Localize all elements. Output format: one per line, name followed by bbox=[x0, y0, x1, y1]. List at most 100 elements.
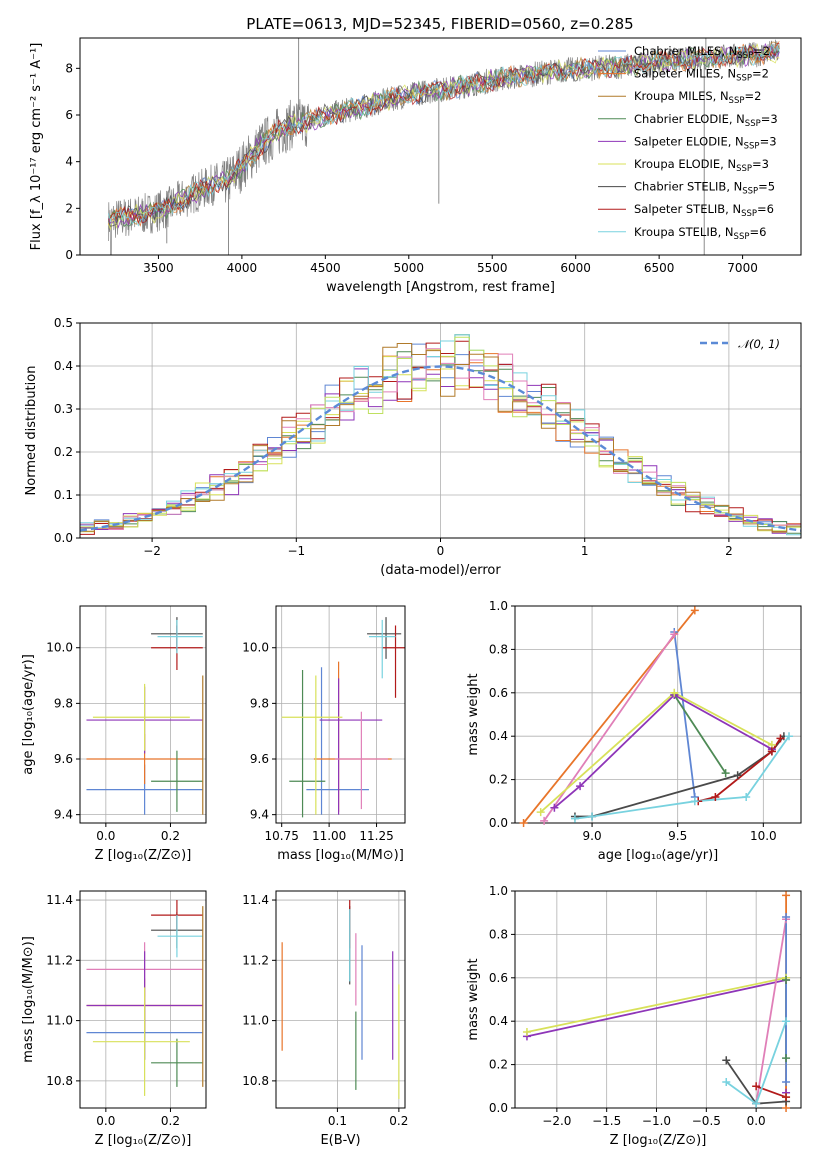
legend-tail: =3 bbox=[761, 112, 778, 126]
y-tick-label: 0 bbox=[65, 248, 73, 262]
model-line-darkgray bbox=[108, 43, 780, 227]
x-tick-label: 5500 bbox=[477, 261, 508, 275]
x-tick-label: 7000 bbox=[727, 261, 758, 275]
marker-orange bbox=[690, 606, 699, 615]
legend-entry: Chabrier MILES, NSSP=2 bbox=[634, 44, 770, 61]
marker-blue bbox=[782, 1077, 791, 1086]
y-tick-label: 10.8 bbox=[46, 1074, 73, 1088]
marker-cyan bbox=[690, 797, 699, 806]
y-axis-label: mass weight bbox=[466, 958, 481, 1040]
marker-cyan bbox=[570, 814, 579, 823]
legend-entry: Chabrier ELODIE, NSSP=3 bbox=[634, 112, 778, 129]
marker-cyan bbox=[722, 1077, 731, 1086]
x-tick-label: 1 bbox=[581, 544, 589, 558]
x-tick-label: 10.75 bbox=[265, 829, 299, 843]
marker-yellow bbox=[670, 688, 679, 697]
y-tick-label: 0.6 bbox=[489, 971, 508, 985]
y-tick-label: 0.3 bbox=[54, 402, 73, 416]
legend-subscript: SSP bbox=[742, 187, 758, 197]
model-line-brown bbox=[108, 41, 780, 226]
x-tick-label: −1.0 bbox=[642, 1114, 671, 1128]
figure-title: PLATE=0613, MJD=52345, FIBERID=0560, z=0… bbox=[246, 15, 633, 33]
x-tick-label: 0.1 bbox=[328, 1114, 347, 1128]
marker-darkgray bbox=[722, 1056, 731, 1065]
y-tick-label: 11.2 bbox=[242, 953, 269, 967]
legend-tail: =6 bbox=[757, 202, 774, 216]
legend-tail: =3 bbox=[760, 134, 777, 148]
x-axis-label: Z [log₁₀(Z/Z⊙)] bbox=[95, 848, 192, 863]
y-tick-label: 9.8 bbox=[250, 696, 269, 710]
y-axis-label: mass weight bbox=[466, 673, 481, 755]
model-line-yellow bbox=[108, 43, 780, 231]
marker-pink bbox=[670, 630, 679, 639]
x-tick-label: −1.5 bbox=[592, 1114, 621, 1128]
legend-label: Salpeter MILES, N bbox=[634, 67, 736, 81]
legend-label: Salpeter STELIB, N bbox=[634, 202, 741, 216]
mass-vs-age-plot-area bbox=[281, 617, 405, 818]
legend-subscript: SSP bbox=[745, 119, 761, 129]
legend-tail: =5 bbox=[758, 180, 775, 194]
z-vs-weight-grid bbox=[515, 890, 801, 1109]
legend-tail: =2 bbox=[753, 44, 770, 58]
weight-line-green bbox=[673, 694, 727, 774]
legend-entry: Kroupa ELODIE, NSSP=3 bbox=[634, 157, 769, 174]
y-tick-label: 11.0 bbox=[46, 1014, 73, 1028]
weight-line-pink bbox=[755, 919, 787, 1104]
x-axis-label: (data-model)/error bbox=[380, 563, 501, 578]
model-line-purple bbox=[108, 42, 780, 229]
y-axis-label: Flux [f_λ 10⁻¹⁷ erg cm⁻² s⁻¹ A⁻¹] bbox=[29, 43, 44, 251]
x-tick-label: −2 bbox=[143, 544, 161, 558]
y-tick-label: 0.6 bbox=[489, 686, 508, 700]
model-line-cyan bbox=[108, 43, 780, 227]
legend-label: Chabrier ELODIE, N bbox=[634, 112, 745, 126]
legend-subscript: SSP bbox=[729, 96, 745, 106]
x-axis-label: wavelength [Angstrom, rest frame] bbox=[326, 280, 555, 295]
y-tick-label: 1.0 bbox=[489, 599, 508, 613]
marker-pink bbox=[540, 816, 549, 825]
y-tick-label: 0.8 bbox=[489, 642, 508, 656]
x-tick-label: −1 bbox=[287, 544, 305, 558]
y-tick-label: 8 bbox=[65, 61, 73, 75]
legend-tail: =6 bbox=[749, 225, 766, 239]
x-axis-label: Z [log₁₀(Z/Z⊙)] bbox=[610, 1133, 707, 1148]
marker-red bbox=[752, 1082, 761, 1091]
marker-orange bbox=[782, 891, 791, 900]
marker-cyan bbox=[782, 1017, 791, 1026]
y-tick-label: 0.4 bbox=[489, 1014, 508, 1028]
residuals-plot-area bbox=[80, 334, 801, 536]
y-tick-label: 10.8 bbox=[242, 1074, 269, 1088]
y-tick-label: 9.6 bbox=[250, 752, 269, 766]
weight-line-blue bbox=[673, 631, 696, 798]
marker-darkgray bbox=[733, 771, 742, 780]
legend-entry: Kroupa STELIB, NSSP=6 bbox=[634, 225, 766, 242]
y-tick-label: 10.0 bbox=[242, 641, 269, 655]
y-axis-label: mass [log₁₀(M/M⊙)] bbox=[21, 936, 36, 1063]
weight-line-red bbox=[697, 737, 782, 803]
legend-label: Kroupa MILES, N bbox=[634, 89, 729, 103]
y-tick-label: 0.0 bbox=[54, 531, 73, 545]
normal-curve bbox=[80, 365, 801, 532]
marker-cyan bbox=[742, 792, 751, 801]
x-axis-label: E(B-V) bbox=[320, 1133, 360, 1148]
marker-cyan bbox=[752, 1099, 761, 1108]
marker-yellow bbox=[522, 1028, 531, 1037]
y-tick-label: 10.0 bbox=[46, 641, 73, 655]
legend-entry: Kroupa MILES, NSSP=2 bbox=[634, 89, 761, 106]
legend-label: Chabrier MILES, N bbox=[634, 44, 737, 58]
mass-vs-age-frame bbox=[275, 605, 406, 824]
legend-subscript: SSP bbox=[744, 141, 760, 151]
legend-tail: =3 bbox=[752, 157, 769, 171]
legend-subscript: SSP bbox=[736, 164, 752, 174]
x-tick-label: 9.5 bbox=[668, 829, 687, 843]
x-axis-label: age [log₁₀(age/yr)] bbox=[598, 848, 719, 863]
z-vs-mass-grid bbox=[80, 891, 206, 1108]
legend-tail: =2 bbox=[744, 89, 761, 103]
weight-line-purple bbox=[553, 693, 773, 809]
z-vs-age-frame bbox=[79, 605, 207, 824]
marker-red bbox=[767, 747, 776, 756]
legend-subscript: SSP bbox=[736, 74, 752, 84]
legend-subscript: SSP bbox=[737, 51, 753, 61]
x-tick-label: 0.0 bbox=[96, 829, 115, 843]
spectrum-plot-area bbox=[108, 38, 780, 255]
x-axis-label: Z [log₁₀(Z/Z⊙)] bbox=[95, 1133, 192, 1148]
